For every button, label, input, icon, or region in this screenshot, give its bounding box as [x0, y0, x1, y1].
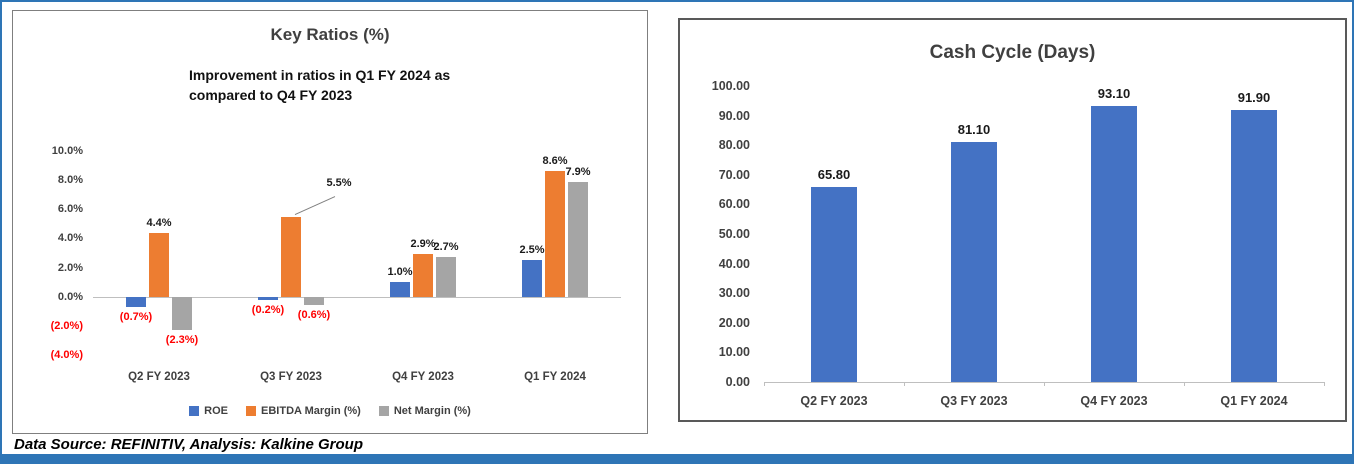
bar	[1091, 106, 1137, 382]
y-axis-tick-label: 60.00	[718, 197, 750, 212]
legend-label: Net Margin (%)	[393, 405, 471, 417]
y-axis-tick-label: 0.0%	[57, 290, 83, 303]
bar	[304, 296, 324, 306]
bar	[568, 181, 588, 297]
cash-cycle-title: Cash Cycle (Days)	[929, 42, 1096, 63]
y-axis-tick-label: 4.0%	[57, 232, 83, 245]
x-category-label: Q2 FY 2023	[800, 394, 868, 408]
y-axis-tick-label: 0.00	[725, 375, 750, 389]
bar-value-label: 5.5%	[326, 176, 352, 189]
bar	[390, 282, 410, 297]
x-category-label: Q3 FY 2023	[940, 394, 1008, 408]
y-axis-tick-label: 70.00	[718, 167, 750, 182]
bar	[413, 254, 433, 297]
bar-value-label: 1.0%	[387, 266, 413, 279]
cash-cycle-chart-panel: Cash Cycle (Days) 100.00 90.00 80.00 70.00 6…	[678, 18, 1347, 422]
bar-value-label: 81.10	[957, 121, 991, 137]
y-axis-tick-label: 30.00	[718, 286, 750, 301]
legend-label: ROE	[204, 405, 229, 417]
key-ratios-title: Key Ratios (%)	[270, 25, 390, 44]
y-axis-tick-label: 80.00	[718, 138, 750, 153]
y-axis-tick-label: 2.0%	[57, 261, 83, 274]
y-axis-tick-label: 6.0%	[57, 203, 83, 216]
bar-value-label: (0.7%)	[119, 310, 153, 323]
bar-value-label: (0.2%)	[251, 303, 285, 316]
bar-value-label: 2.9%	[410, 238, 436, 251]
key-ratios-subtitle: Improvement in ratios in Q1 FY 2024 as c…	[189, 65, 450, 105]
y-axis-tick-label: 40.00	[718, 256, 750, 271]
bar-value-label: 7.9%	[565, 165, 591, 178]
y-axis-tick-label: (2.0%)	[50, 319, 83, 332]
x-category-label: Q3 FY 2023	[260, 371, 322, 383]
x-axis-tick	[1324, 382, 1325, 386]
bar	[436, 257, 456, 297]
bar-value-label: 4.4%	[146, 216, 172, 229]
x-category-label: Q1 FY 2024	[1220, 394, 1288, 408]
x-category-label: Q4 FY 2023	[392, 371, 454, 383]
bar-value-label: 2.5%	[519, 244, 545, 257]
x-category-label: Q1 FY 2024	[524, 371, 586, 383]
y-axis-tick-label: 10.00	[718, 345, 750, 360]
y-axis-tick-label: (4.0%)	[50, 349, 83, 361]
y-axis-tick-label: 90.00	[718, 108, 750, 123]
bar-value-label: 93.10	[1097, 86, 1131, 102]
x-category-label: Q4 FY 2023	[1080, 394, 1148, 408]
bar	[172, 296, 192, 331]
bar	[1231, 109, 1277, 382]
legend-item: EBITDA Margin (%)	[246, 405, 361, 417]
cash-cycle-plot-area: 100.00 90.00 80.00 70.00 60.00 50.00 40.00 30.0…	[680, 20, 1345, 420]
y-axis-tick-label: 10.0%	[51, 145, 83, 157]
bar	[281, 216, 301, 297]
y-axis-tick-label: 100.00	[711, 79, 750, 93]
key-ratios-subtitle-line1: Improvement in ratios in Q1 FY 2024 as	[189, 67, 451, 83]
legend-item: ROE	[189, 405, 228, 417]
bar-value-label: (0.6%)	[297, 309, 331, 322]
bottom-accent-bar	[2, 454, 1352, 462]
legend-swatch	[378, 406, 389, 416]
y-axis-tick-label: 8.0%	[57, 174, 83, 187]
zero-axis-line	[93, 296, 621, 298]
bar-value-label: 91.90	[1237, 89, 1271, 105]
x-axis-tick	[904, 382, 905, 386]
bar	[811, 187, 857, 382]
key-ratios-subtitle-line2: compared to Q4 FY 2023	[189, 87, 353, 103]
legend-item: Net Margin (%)	[378, 405, 471, 417]
bar	[258, 296, 278, 300]
key-ratios-legend: ROE EBITDA Margin (%) Net Margin (%)	[13, 405, 647, 417]
key-ratios-plot-area: 10.0% 8.0% 6.0% 4.0% 2.0% 0.0% (2.0%) (4.0%) Q2 …	[13, 11, 647, 433]
bar	[545, 171, 565, 297]
key-ratios-chart-panel: Key Ratios (%) Improvement in ratios in …	[12, 10, 648, 434]
legend-label: EBITDA Margin (%)	[261, 405, 361, 417]
x-category-label: Q2 FY 2023	[128, 371, 190, 383]
x-axis-tick	[1184, 382, 1185, 386]
bar-value-label: 8.6%	[542, 155, 568, 168]
bar-value-label: 2.7%	[433, 241, 459, 254]
y-axis-tick-label: 50.00	[718, 227, 750, 241]
x-axis-tick	[1044, 382, 1045, 386]
bar	[149, 232, 169, 297]
bar-value-label: 65.80	[817, 167, 851, 183]
data-source-note: Data Source: REFINITIV, Analysis: Kalkin…	[14, 436, 363, 453]
bar-value-label: (2.3%)	[165, 334, 199, 347]
bar	[126, 296, 146, 307]
bar	[522, 260, 542, 297]
y-axis-tick-label: 20.00	[718, 315, 750, 330]
bar	[951, 141, 997, 382]
legend-swatch	[189, 406, 200, 416]
x-axis-tick	[764, 382, 765, 386]
legend-swatch	[246, 406, 257, 416]
